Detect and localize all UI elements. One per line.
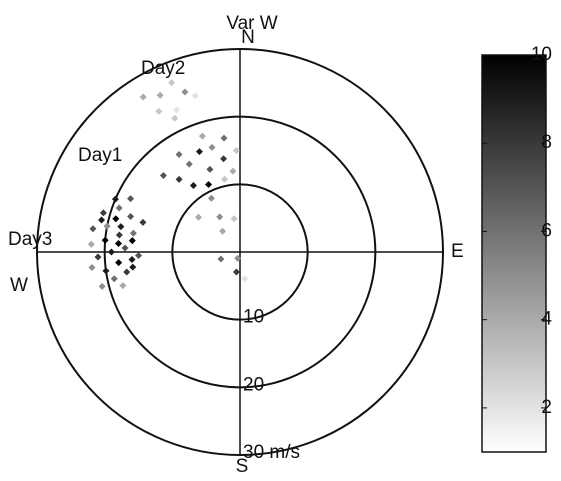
colorbar — [481, 54, 547, 453]
data-point — [159, 171, 167, 179]
data-point — [123, 268, 131, 276]
data-point — [127, 212, 135, 220]
data-point — [168, 79, 176, 87]
ring-label: 20 — [243, 374, 264, 395]
data-point — [175, 150, 183, 158]
data-point — [232, 268, 240, 276]
data-point — [171, 114, 179, 122]
data-point — [114, 240, 122, 248]
data-point — [128, 237, 136, 245]
data-point — [207, 194, 215, 202]
data-point — [241, 275, 249, 283]
data-point — [128, 256, 136, 264]
data-point — [229, 167, 237, 175]
data-point — [119, 282, 127, 290]
data-point — [173, 106, 181, 114]
data-point — [156, 91, 164, 99]
colorbar-tick-label: 4 — [541, 309, 552, 330]
data-point — [101, 236, 109, 244]
data-point — [98, 216, 106, 224]
data-point — [220, 155, 228, 163]
annotation: Day2 — [141, 58, 185, 79]
ring-label: 10 — [243, 307, 264, 328]
data-point — [208, 143, 216, 151]
data-point — [94, 253, 102, 261]
data-point — [89, 225, 97, 233]
data-point — [191, 92, 199, 100]
data-point — [195, 148, 203, 156]
data-point — [129, 263, 137, 271]
data-point — [87, 240, 95, 248]
data-point — [175, 175, 183, 183]
colorbar-tick-label: 2 — [541, 397, 552, 418]
data-point — [234, 254, 242, 262]
data-point — [112, 215, 120, 223]
data-point — [102, 267, 110, 275]
data-point — [115, 259, 123, 267]
data-point — [135, 252, 143, 260]
data-point — [230, 215, 238, 223]
data-point — [221, 175, 229, 183]
data-point — [219, 227, 227, 235]
annotation: Day1 — [78, 145, 122, 166]
data-point — [217, 255, 225, 263]
data-point — [115, 231, 123, 239]
data-point — [139, 218, 147, 226]
data-point — [129, 229, 137, 237]
data-point — [127, 195, 135, 203]
data-point — [205, 181, 213, 189]
colorbar-tick-label: 10 — [531, 44, 552, 65]
data-point — [110, 275, 118, 283]
chart-title: Var W — [226, 13, 277, 34]
data-point — [103, 222, 111, 230]
data-point — [232, 147, 240, 155]
data-point — [117, 223, 125, 231]
data-point — [195, 213, 203, 221]
colorbar-tick-label: 6 — [541, 220, 552, 241]
data-point — [99, 209, 107, 217]
direction-label: W — [10, 275, 28, 296]
data-point — [107, 248, 115, 256]
data-point — [115, 204, 123, 212]
data-point — [98, 282, 106, 290]
annotation: Day3 — [8, 229, 52, 250]
direction-label: E — [451, 241, 464, 262]
data-point — [111, 195, 119, 203]
data-point — [139, 93, 147, 101]
data-point — [185, 160, 193, 168]
direction-label: N — [241, 27, 255, 48]
data-point — [189, 181, 197, 189]
data-point — [181, 88, 189, 96]
data-point — [206, 165, 214, 173]
data-point — [220, 134, 228, 142]
data-point — [198, 132, 206, 140]
ring-label: 30 m/s — [243, 442, 300, 463]
colorbar-tick-label: 8 — [541, 132, 552, 153]
data-point — [88, 264, 96, 272]
data-point — [121, 244, 129, 252]
data-point — [155, 107, 163, 115]
data-point — [216, 213, 224, 221]
direction-label: S — [236, 456, 249, 477]
